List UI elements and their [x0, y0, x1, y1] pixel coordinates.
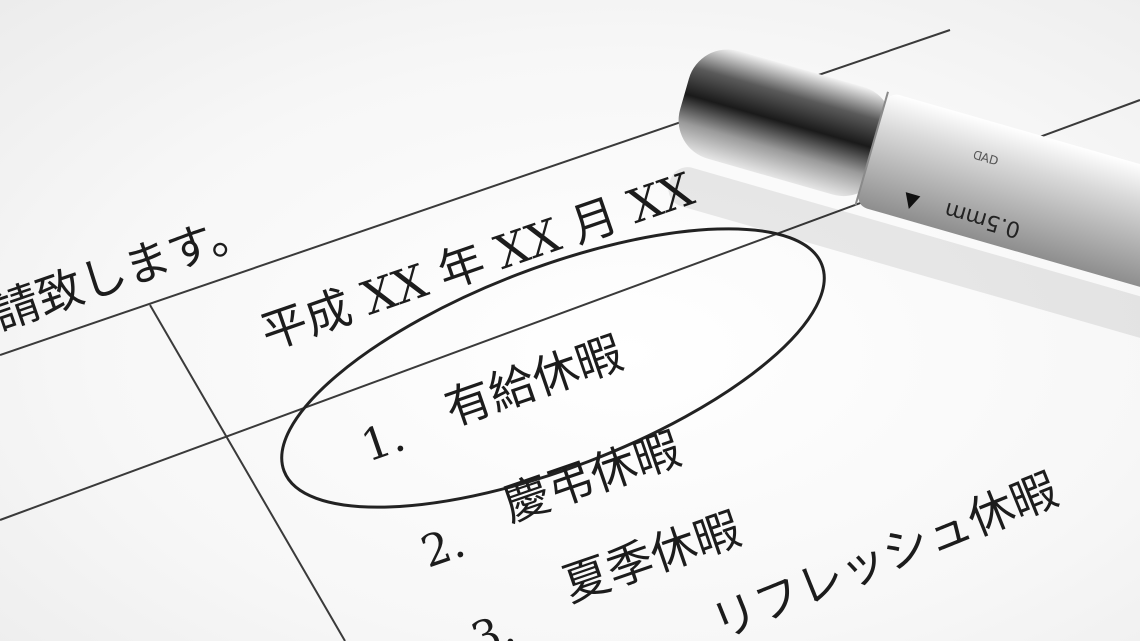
option-3-label: リフレッシュ休暇: [704, 462, 1065, 641]
request-line-text: 請致します。: [0, 201, 260, 340]
option-1-number: 1.: [355, 411, 411, 473]
option-3-number: 3.: [465, 604, 521, 641]
option-2-number: 2.: [415, 517, 471, 579]
grid-line-vertical: [149, 304, 346, 641]
option-1-label: 有給休暇: [438, 325, 630, 436]
option-1b-label: 慶弔休暇: [496, 421, 688, 532]
grid-line-top: [0, 29, 951, 356]
hand-drawn-circle: [280, 227, 826, 509]
